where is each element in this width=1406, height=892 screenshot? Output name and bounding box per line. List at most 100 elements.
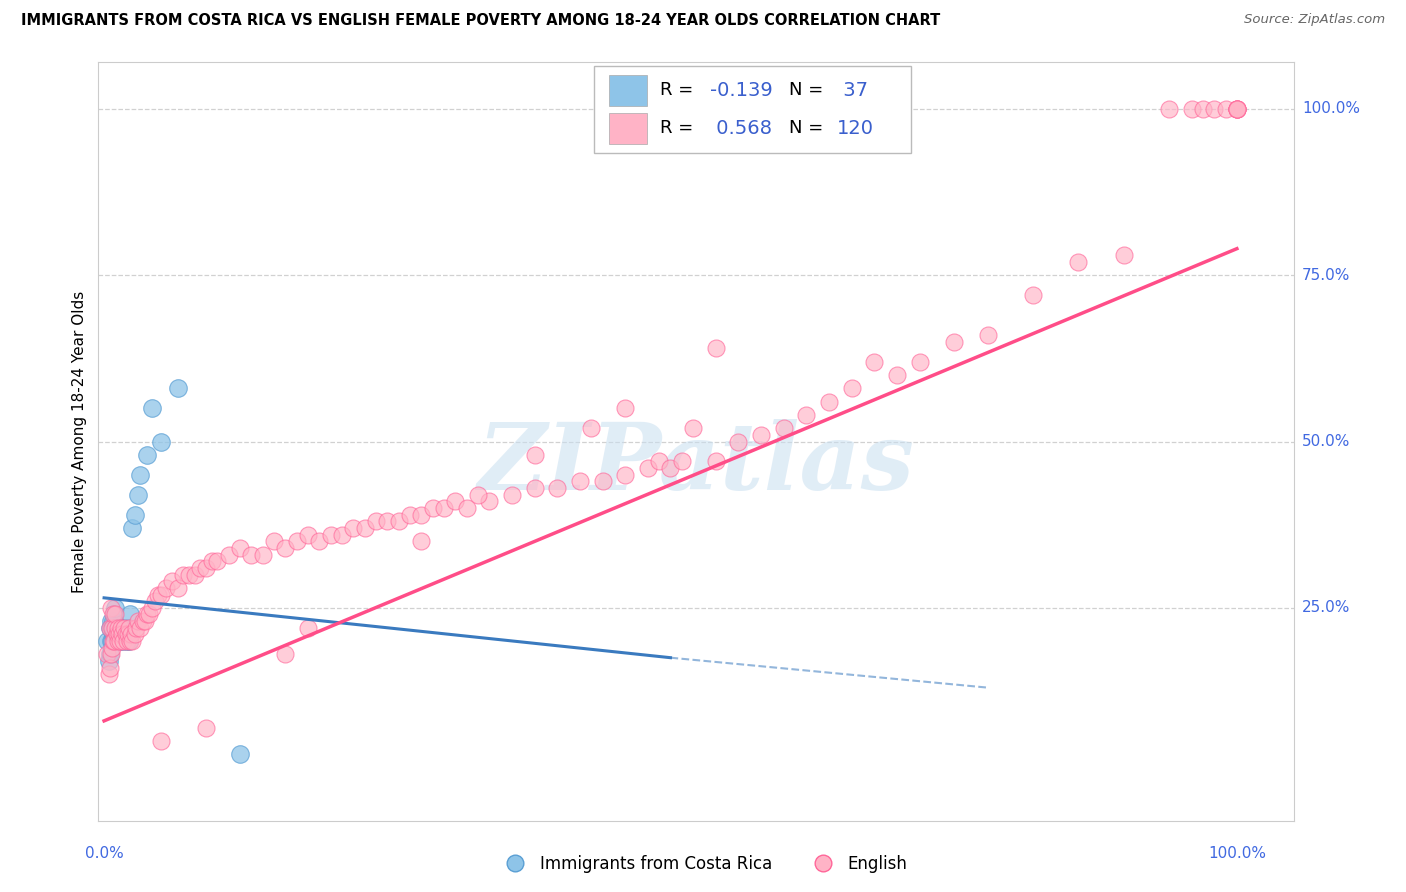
- Point: [108, 634, 131, 648]
- Point: [942, 334, 965, 349]
- Point: [101, 634, 124, 648]
- Point: [97, 667, 120, 681]
- Point: [183, 567, 205, 582]
- Point: [120, 607, 142, 622]
- Point: [523, 481, 546, 495]
- Point: [129, 621, 152, 635]
- Point: [96, 634, 118, 648]
- Point: [263, 534, 285, 549]
- Point: [117, 627, 139, 641]
- Point: [411, 534, 433, 549]
- Point: [100, 600, 122, 615]
- Point: [107, 634, 129, 648]
- Point: [136, 448, 159, 462]
- Point: [141, 600, 163, 615]
- Point: [120, 627, 142, 641]
- Point: [155, 581, 177, 595]
- Point: [297, 621, 319, 635]
- Text: R =: R =: [661, 81, 699, 100]
- Point: [195, 721, 218, 735]
- Point: [579, 421, 602, 435]
- Point: [411, 508, 433, 522]
- Point: [98, 621, 121, 635]
- Point: [252, 548, 274, 562]
- Point: [114, 627, 136, 641]
- Point: [107, 621, 129, 635]
- Point: [124, 508, 146, 522]
- Point: [218, 548, 240, 562]
- Text: IMMIGRANTS FROM COSTA RICA VS ENGLISH FEMALE POVERTY AMONG 18-24 YEAR OLDS CORRE: IMMIGRANTS FROM COSTA RICA VS ENGLISH FE…: [21, 13, 941, 29]
- Point: [841, 381, 863, 395]
- Point: [115, 634, 138, 648]
- Point: [120, 634, 142, 648]
- Point: [138, 607, 160, 622]
- Point: [375, 514, 398, 528]
- Text: N =: N =: [789, 81, 830, 100]
- Point: [101, 621, 124, 635]
- Point: [444, 494, 467, 508]
- Point: [190, 561, 212, 575]
- Point: [100, 648, 122, 662]
- Point: [141, 401, 163, 416]
- Point: [1180, 102, 1202, 116]
- Text: -0.139: -0.139: [710, 81, 773, 100]
- Point: [118, 634, 141, 648]
- Point: [546, 481, 568, 495]
- Point: [177, 567, 200, 582]
- Point: [101, 634, 124, 648]
- Point: [104, 621, 127, 635]
- Point: [96, 648, 118, 662]
- Point: [749, 428, 772, 442]
- Point: [433, 501, 456, 516]
- Point: [127, 488, 149, 502]
- Text: R =: R =: [661, 120, 699, 137]
- Point: [353, 521, 375, 535]
- Point: [107, 621, 129, 635]
- Point: [1022, 288, 1045, 302]
- Point: [114, 621, 136, 635]
- Point: [101, 614, 124, 628]
- Point: [704, 342, 727, 356]
- Point: [105, 621, 128, 635]
- Point: [976, 328, 998, 343]
- Point: [388, 514, 411, 528]
- Point: [274, 541, 297, 555]
- Point: [143, 594, 166, 608]
- Point: [682, 421, 704, 435]
- Point: [1226, 102, 1249, 116]
- Point: [796, 408, 818, 422]
- Text: ZIPatlas: ZIPatlas: [478, 419, 914, 509]
- Point: [342, 521, 364, 535]
- Text: 0.0%: 0.0%: [84, 846, 124, 861]
- Point: [614, 467, 637, 482]
- Point: [671, 454, 693, 468]
- Point: [319, 527, 342, 541]
- Point: [149, 434, 172, 449]
- Point: [104, 607, 127, 622]
- Point: [148, 587, 170, 601]
- Point: [98, 648, 121, 662]
- Point: [103, 627, 125, 641]
- Point: [1067, 255, 1090, 269]
- Point: [136, 607, 159, 622]
- Text: 25.0%: 25.0%: [1302, 600, 1350, 615]
- Point: [1226, 102, 1249, 116]
- Text: 0.568: 0.568: [710, 119, 772, 138]
- Point: [285, 534, 308, 549]
- Point: [1215, 102, 1237, 116]
- Text: 100.0%: 100.0%: [1302, 102, 1360, 117]
- Point: [201, 554, 224, 568]
- Point: [107, 634, 129, 648]
- Point: [523, 448, 546, 462]
- Y-axis label: Female Poverty Among 18-24 Year Olds: Female Poverty Among 18-24 Year Olds: [72, 291, 87, 592]
- Point: [229, 541, 252, 555]
- Point: [422, 501, 444, 516]
- Point: [131, 614, 153, 628]
- Point: [297, 527, 319, 541]
- Point: [908, 355, 931, 369]
- Point: [111, 627, 134, 641]
- FancyBboxPatch shape: [609, 113, 647, 144]
- Point: [101, 621, 124, 635]
- Point: [149, 587, 172, 601]
- Text: 120: 120: [837, 119, 875, 138]
